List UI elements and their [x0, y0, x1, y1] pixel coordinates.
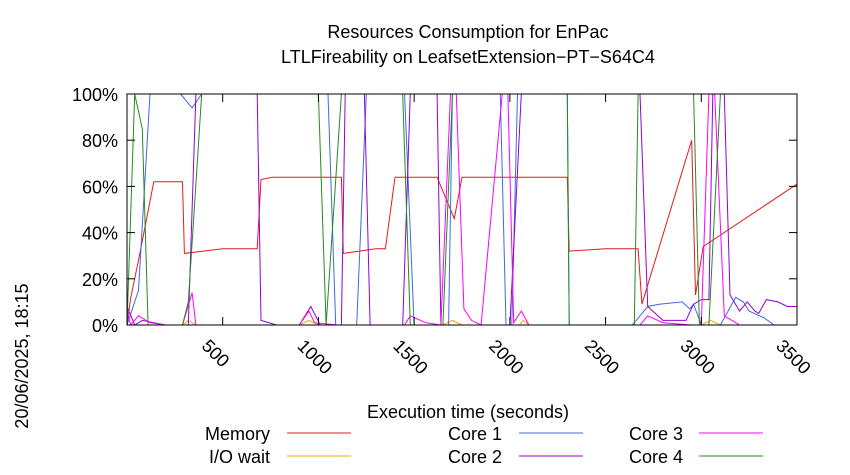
x-tick-label: 2000 [485, 336, 527, 378]
plot-frame [126, 93, 798, 326]
y-tick-label: 40% [82, 224, 118, 244]
y-tick-label: 0% [92, 316, 118, 336]
x-tick-label: 3500 [772, 336, 814, 378]
y-tick-label: 20% [82, 270, 118, 290]
x-tick-label: 1000 [294, 336, 336, 378]
x-tick-label: 3000 [676, 336, 718, 378]
x-axis: 500 1000 1500 2000 2500 3000 3500 [198, 94, 815, 378]
chart-title-line1: Resources Consumption for EnPac [327, 22, 608, 42]
legend-label: Core 3 [629, 424, 683, 444]
legend: Memory I/O wait Core 1 Core 2 Core 3 Core 4 [205, 424, 763, 467]
plot-area [126, 93, 798, 326]
x-tick-label: 500 [198, 336, 233, 371]
legend-label: Core 1 [448, 424, 502, 444]
y-tick-label: 60% [82, 177, 118, 197]
series-line-core-2 [127, 93, 797, 326]
legend-label: Memory [205, 424, 270, 444]
y-tick-label: 100% [72, 85, 118, 105]
legend-label: Core 4 [629, 447, 683, 467]
x-tick-label: 2500 [581, 336, 623, 378]
x-axis-label: Execution time (seconds) [367, 402, 569, 422]
legend-label: I/O wait [209, 447, 270, 467]
x-tick-label: 1500 [389, 336, 431, 378]
series-group [127, 93, 797, 326]
chart-title-line2: LTLFireability on LeafsetExtension−PT−S6… [281, 47, 655, 67]
y-tick-label: 80% [82, 131, 118, 151]
side-timestamp-label: 20/06/2025, 18:15 [12, 283, 32, 428]
series-line-memory [127, 140, 797, 326]
series-line-i-o-wait [127, 319, 797, 326]
y-axis: 0% 20% 40% 60% 80% 100% [72, 85, 797, 336]
legend-label: Core 2 [448, 447, 502, 467]
